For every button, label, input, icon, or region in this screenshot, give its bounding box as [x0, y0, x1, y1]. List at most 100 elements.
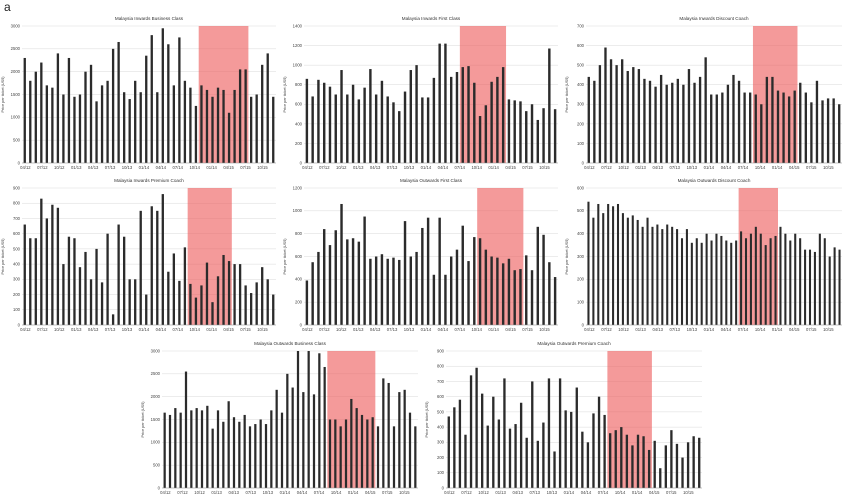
y-tick-label: 200: [13, 292, 21, 297]
x-tick-label: 10/15: [539, 165, 550, 170]
bar: [641, 226, 644, 325]
bar: [475, 367, 478, 488]
x-tick-label: 07/12: [319, 327, 330, 332]
bar: [156, 92, 159, 163]
bar: [815, 80, 819, 163]
bar: [553, 277, 557, 325]
chart-svg: Malaysia Inwards Business Class Price per…: [1, 16, 276, 170]
bar: [322, 229, 326, 325]
bar: [243, 414, 246, 488]
bar: [357, 99, 361, 163]
bar: [409, 70, 413, 163]
x-tick-label: 10/12: [54, 165, 65, 170]
y-tick-label: 300: [13, 277, 21, 282]
bar: [690, 242, 693, 325]
bar: [392, 102, 395, 163]
x-tick-label: 04/13: [512, 490, 523, 495]
bar: [514, 424, 517, 488]
bar: [558, 378, 562, 488]
bar: [686, 442, 690, 488]
bar: [194, 297, 198, 325]
bar: [374, 256, 378, 325]
bar: [340, 70, 343, 163]
x-tick-label: 04/15: [223, 165, 234, 170]
bar: [244, 69, 247, 163]
bar: [496, 76, 499, 163]
y-tick-label: 600: [577, 43, 585, 48]
bar: [602, 213, 605, 325]
bar: [631, 215, 634, 325]
x-tick-label: 01/13: [353, 165, 364, 170]
x-tick-label: 01/14: [421, 165, 432, 170]
bar: [769, 238, 772, 325]
x-tick-label: 10/13: [687, 165, 698, 170]
x-tick-label: 10/13: [122, 327, 133, 332]
bar: [637, 69, 641, 163]
bar: [266, 279, 269, 325]
x-tick-label: 07/12: [461, 490, 472, 495]
y-tick-label: 300: [577, 102, 585, 107]
bar: [421, 227, 424, 325]
bar: [227, 401, 230, 488]
bar: [360, 414, 364, 488]
y-tick-label: 800: [295, 231, 303, 236]
chart-inwards-first-class: Malaysia Inwards First Class Price per ti…: [282, 14, 564, 176]
bar: [671, 82, 674, 163]
y-tick-label: 1500: [11, 92, 21, 97]
bar: [675, 443, 679, 488]
bar: [621, 59, 624, 164]
bar: [484, 249, 488, 325]
bar: [29, 80, 32, 163]
chart-title: Malaysia Outwards Premium Coach: [537, 341, 611, 346]
x-tick-label: 01/14: [772, 165, 783, 170]
bar: [536, 440, 539, 488]
bar: [438, 43, 441, 163]
bar: [438, 217, 441, 325]
y-tick-label: 200: [577, 121, 585, 126]
bar: [455, 71, 459, 163]
x-tick-label: 10/15: [539, 327, 550, 332]
bar: [587, 201, 590, 325]
bar: [828, 256, 831, 325]
x-tick-label: 04/14: [438, 327, 449, 332]
x-tick-label: 07/13: [530, 490, 541, 495]
x-tick-label: 07/15: [240, 165, 251, 170]
bar: [636, 434, 640, 488]
bar: [95, 248, 98, 325]
bar: [426, 217, 430, 325]
bar: [698, 437, 701, 488]
bar: [496, 257, 499, 325]
y-tick-label: 1500: [151, 417, 161, 422]
bar: [328, 419, 332, 488]
bar: [366, 419, 369, 488]
bar: [398, 259, 401, 325]
bar: [195, 408, 198, 488]
bar: [56, 53, 60, 163]
bar: [799, 238, 802, 325]
bar: [323, 366, 326, 488]
y-tick-label: 0: [158, 485, 161, 490]
x-tick-label: 01/14: [564, 490, 575, 495]
bar: [432, 274, 436, 325]
bar: [609, 59, 613, 164]
bar: [270, 410, 273, 488]
y-tick-label: 800: [295, 82, 303, 87]
bar: [128, 279, 131, 325]
x-tick-label: 01/14: [632, 490, 643, 495]
bar: [172, 85, 176, 163]
bar: [698, 76, 702, 163]
bar: [794, 233, 797, 325]
bar: [725, 240, 728, 325]
x-tick-label: 01/14: [421, 327, 432, 332]
bar: [415, 65, 418, 163]
y-tick-label: 2500: [151, 371, 161, 376]
bar: [449, 256, 453, 325]
bar: [749, 233, 752, 325]
bar: [351, 84, 355, 163]
bar: [134, 80, 137, 163]
bar: [363, 216, 366, 325]
bar: [693, 82, 696, 163]
bar: [676, 78, 679, 163]
bar: [621, 213, 624, 325]
bar: [692, 436, 695, 488]
